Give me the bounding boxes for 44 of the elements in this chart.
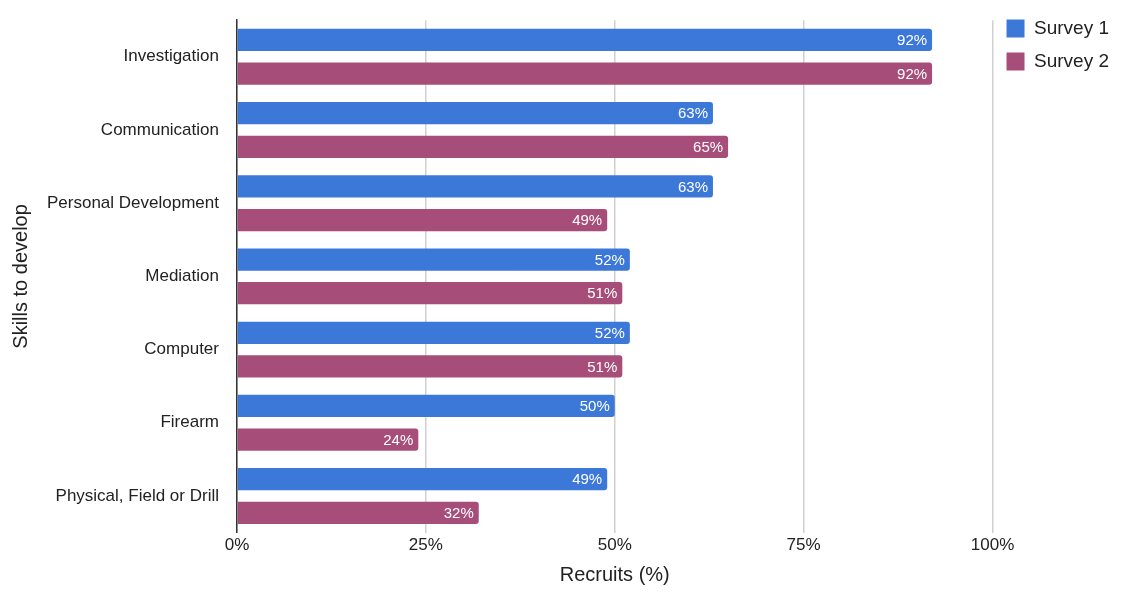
bar [237,282,623,305]
bar [237,501,479,524]
y-tick-label: Computer [144,339,220,359]
y-tick-label: Communication [100,119,219,139]
data-label: 63% [677,104,708,122]
x-tick-label: 50% [597,535,632,555]
data-label: 24% [383,430,414,448]
data-label: 65% [693,137,724,155]
bar [237,208,608,232]
y-tick-label: Personal Development [47,192,220,212]
y-tick-label: Firearm [160,412,219,432]
y-tick-label: Physical, Field or Drill [55,485,219,505]
bar [237,175,713,198]
data-label: 52% [594,250,625,268]
bar [237,248,630,271]
bar [237,102,713,125]
legend-label: Survey 2 [1034,49,1109,71]
data-label: 50% [579,397,610,415]
y-axis-title: Skills to develop [8,204,31,349]
data-label: 49% [572,211,603,229]
data-label: 32% [443,503,474,521]
data-label: 49% [572,470,603,488]
x-tick-label: 75% [786,535,821,555]
y-tick-label: Investigation [123,46,219,66]
bar [237,62,933,85]
x-tick-label: 0% [224,535,250,555]
legend-label: Survey 1 [1034,16,1109,38]
y-tick-label: Mediation [145,266,219,286]
x-tick-label: 100% [970,535,1015,555]
data-label: 52% [594,323,625,341]
data-label: 51% [587,357,618,375]
data-label: 63% [677,177,708,195]
data-label: 92% [897,31,928,49]
bar [237,428,419,451]
x-tick-label: 25% [408,535,443,555]
bar [237,468,608,491]
bar [237,28,933,52]
bar [237,394,615,418]
bar [237,135,729,158]
bar [237,355,623,378]
data-label: 92% [897,64,928,82]
data-label: 51% [587,284,618,302]
bar [237,321,630,344]
x-axis-title: Recruits (%) [559,562,670,585]
